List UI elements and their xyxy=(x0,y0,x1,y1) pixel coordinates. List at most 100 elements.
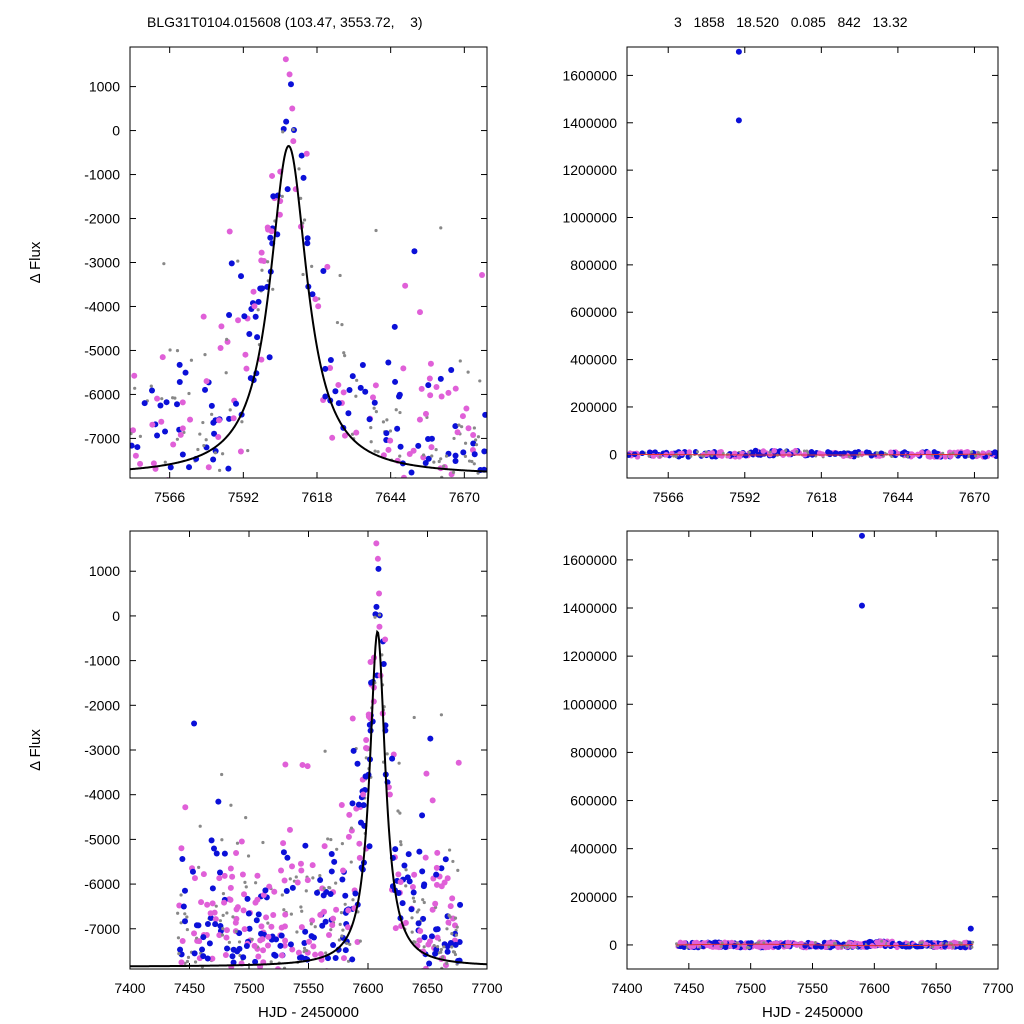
data-point xyxy=(322,918,329,925)
data-point xyxy=(922,941,929,948)
data-point xyxy=(324,263,331,270)
data-point xyxy=(218,468,222,473)
data-point xyxy=(220,772,224,777)
data-point xyxy=(328,886,332,890)
data-point xyxy=(200,871,207,878)
data-point xyxy=(470,440,477,447)
data-point xyxy=(398,454,402,458)
data-point xyxy=(386,791,393,798)
x-tick-label: 7400 xyxy=(114,980,145,996)
data-point xyxy=(243,365,250,372)
y-tick-label: -2000 xyxy=(84,211,120,227)
data-point xyxy=(311,876,315,880)
data-point xyxy=(401,862,408,869)
data-point xyxy=(229,953,236,960)
x-tick-label: 7700 xyxy=(471,980,502,996)
data-point xyxy=(339,876,346,883)
data-point xyxy=(377,613,382,617)
data-point xyxy=(767,451,773,458)
data-point xyxy=(452,950,457,954)
data-point xyxy=(349,956,356,963)
data-point xyxy=(460,425,464,429)
data-point xyxy=(888,449,894,456)
data-point xyxy=(276,211,283,218)
data-point xyxy=(454,429,461,436)
data-point xyxy=(202,386,209,393)
data-point xyxy=(433,926,440,933)
data-point xyxy=(416,309,423,316)
data-point xyxy=(237,448,244,455)
data-point xyxy=(389,755,396,762)
data-point xyxy=(328,868,335,875)
data-point xyxy=(317,951,324,958)
data-point xyxy=(439,226,443,230)
data-point xyxy=(345,907,352,914)
data-point xyxy=(246,854,251,858)
data-point xyxy=(349,860,353,864)
y-tick-label: -3000 xyxy=(84,255,120,271)
data-point xyxy=(229,873,236,880)
data-point xyxy=(232,919,239,926)
data-point xyxy=(251,942,258,949)
data-point xyxy=(340,389,347,396)
data-point xyxy=(177,946,184,953)
data-point xyxy=(342,975,348,981)
plot-frame xyxy=(626,46,999,479)
data-point xyxy=(408,469,415,476)
data-point xyxy=(168,348,172,352)
panel-top-right: 7566 7592 7618 7644 7670 1600000 1400000 120000… xyxy=(562,46,999,505)
data-point xyxy=(283,118,290,125)
data-point xyxy=(304,948,309,953)
data-point xyxy=(200,934,207,941)
data-point xyxy=(210,456,217,463)
data-point xyxy=(212,921,219,928)
y-tick-label: 200000 xyxy=(570,399,617,415)
data-point xyxy=(332,954,339,961)
x-tick-label: 7500 xyxy=(233,980,264,996)
data-point xyxy=(949,941,953,945)
data-point xyxy=(193,922,200,929)
data-point xyxy=(404,868,408,872)
data-point xyxy=(304,240,311,247)
data-point xyxy=(295,930,299,934)
data-point xyxy=(260,1000,263,1003)
data-point xyxy=(366,843,373,850)
data-point xyxy=(444,875,451,882)
data-point xyxy=(360,802,367,809)
x-tick-label: 7600 xyxy=(352,980,383,996)
x-tick-label: 7500 xyxy=(735,980,766,996)
data-point xyxy=(211,845,218,852)
data-point xyxy=(399,1009,405,1015)
data-point xyxy=(278,867,285,874)
data-point xyxy=(373,615,377,619)
data-point xyxy=(304,763,311,770)
data-point xyxy=(282,966,287,969)
data-point xyxy=(335,400,342,407)
data-point xyxy=(354,760,361,767)
data-point xyxy=(481,448,487,455)
data-point xyxy=(833,941,837,945)
data-point xyxy=(472,426,476,430)
data-point xyxy=(945,942,949,946)
data-point xyxy=(204,920,211,927)
data-point xyxy=(228,260,235,267)
data-point xyxy=(381,420,386,424)
data-point xyxy=(326,837,330,841)
data-point xyxy=(768,450,772,454)
data-point xyxy=(785,939,791,946)
data-point xyxy=(250,937,254,941)
data-point xyxy=(258,930,265,937)
data-point xyxy=(179,855,186,862)
data-point xyxy=(323,888,330,895)
data-point xyxy=(315,303,322,310)
data-point xyxy=(179,425,186,432)
data-point xyxy=(281,130,285,134)
data-point xyxy=(244,816,248,820)
data-point xyxy=(163,399,170,406)
data-point xyxy=(647,449,653,456)
panel-bottom-right: 7400 7450 7500 7550 7600 7650 7700 1600000 14000… xyxy=(562,530,1014,1021)
data-point xyxy=(221,892,226,896)
data-point xyxy=(211,430,218,437)
data-point xyxy=(176,936,181,940)
